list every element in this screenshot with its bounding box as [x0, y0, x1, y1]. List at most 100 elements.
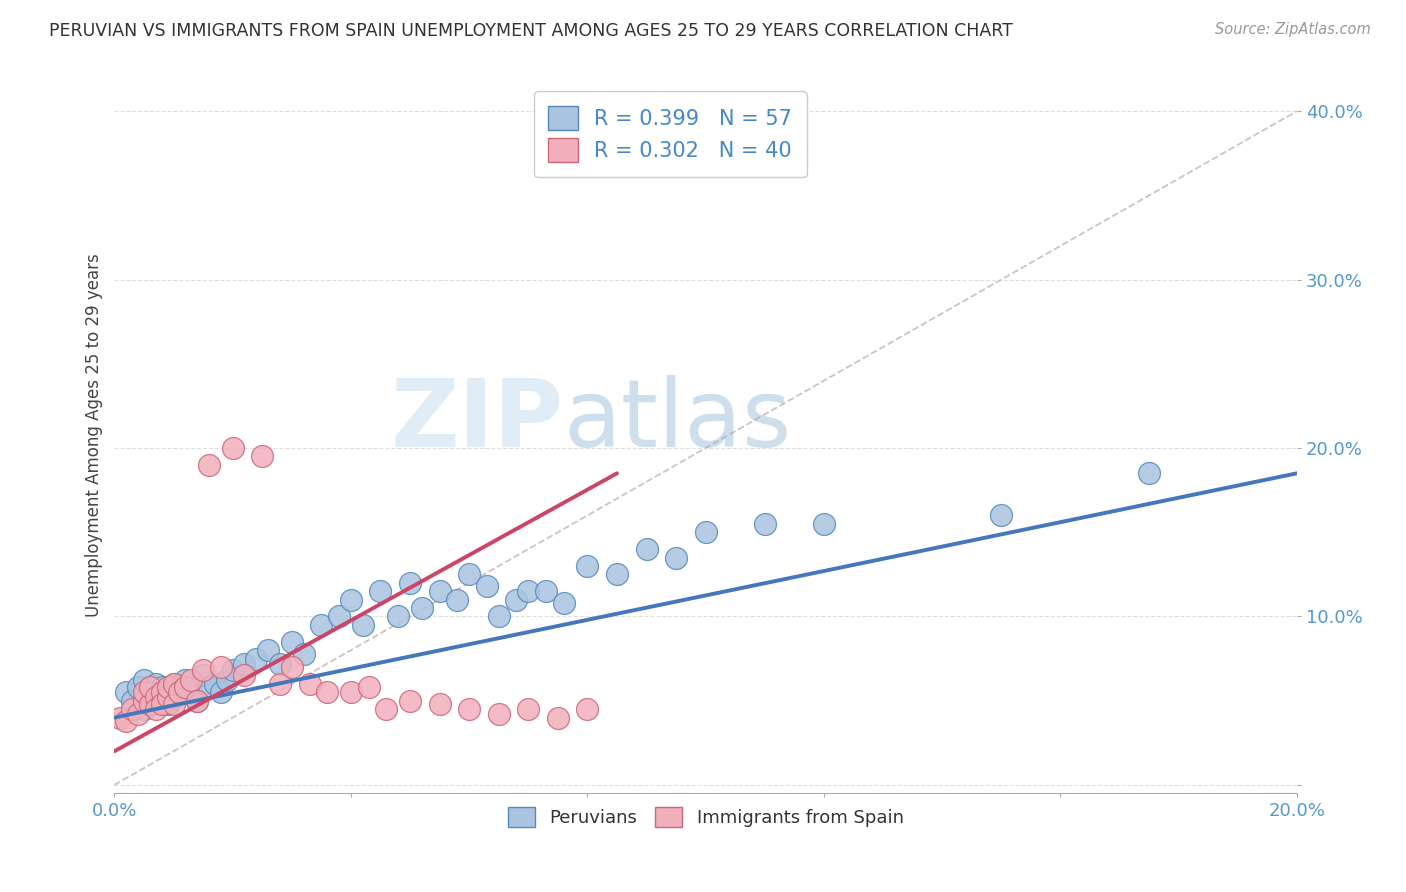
- Point: [169, 685, 191, 699]
- Text: Source: ZipAtlas.com: Source: ZipAtlas.com: [1215, 22, 1371, 37]
- Point: [215, 673, 238, 688]
- Point: [145, 702, 167, 716]
- Text: PERUVIAN VS IMMIGRANTS FROM SPAIN UNEMPLOYMENT AMONG AGES 25 TO 29 YEARS CORRELA: PERUVIAN VS IMMIGRANTS FROM SPAIN UNEMPL…: [49, 22, 1014, 40]
- Point: [233, 668, 256, 682]
- Point: [132, 685, 155, 699]
- Point: [517, 584, 540, 599]
- Point: [399, 575, 422, 590]
- Point: [162, 697, 184, 711]
- Point: [553, 596, 575, 610]
- Point: [150, 685, 173, 699]
- Point: [754, 516, 776, 531]
- Point: [257, 643, 280, 657]
- Point: [534, 584, 557, 599]
- Point: [198, 458, 221, 472]
- Point: [156, 680, 179, 694]
- Point: [162, 677, 184, 691]
- Point: [446, 592, 468, 607]
- Point: [180, 673, 202, 688]
- Point: [174, 680, 197, 694]
- Point: [475, 579, 498, 593]
- Point: [233, 657, 256, 671]
- Point: [292, 647, 315, 661]
- Point: [204, 677, 226, 691]
- Point: [139, 685, 162, 699]
- Point: [517, 702, 540, 716]
- Point: [340, 685, 363, 699]
- Point: [209, 660, 232, 674]
- Point: [186, 694, 208, 708]
- Point: [370, 584, 392, 599]
- Point: [316, 685, 339, 699]
- Point: [139, 680, 162, 694]
- Point: [990, 508, 1012, 523]
- Point: [269, 657, 291, 671]
- Point: [375, 702, 398, 716]
- Point: [186, 694, 208, 708]
- Point: [1137, 467, 1160, 481]
- Point: [399, 694, 422, 708]
- Point: [505, 592, 527, 607]
- Point: [576, 558, 599, 573]
- Point: [209, 685, 232, 699]
- Point: [132, 702, 155, 716]
- Point: [139, 697, 162, 711]
- Point: [121, 702, 143, 716]
- Point: [636, 542, 658, 557]
- Point: [150, 694, 173, 708]
- Point: [132, 673, 155, 688]
- Legend: Peruvians, Immigrants from Spain: Peruvians, Immigrants from Spain: [501, 800, 911, 834]
- Point: [156, 685, 179, 699]
- Point: [488, 609, 510, 624]
- Point: [191, 668, 214, 682]
- Point: [145, 677, 167, 691]
- Point: [198, 680, 221, 694]
- Point: [352, 618, 374, 632]
- Point: [429, 584, 451, 599]
- Point: [695, 525, 717, 540]
- Point: [139, 697, 162, 711]
- Point: [488, 707, 510, 722]
- Point: [245, 651, 267, 665]
- Point: [127, 707, 149, 722]
- Y-axis label: Unemployment Among Ages 25 to 29 years: Unemployment Among Ages 25 to 29 years: [86, 253, 103, 617]
- Point: [328, 609, 350, 624]
- Point: [127, 680, 149, 694]
- Point: [145, 690, 167, 705]
- Point: [340, 592, 363, 607]
- Point: [269, 677, 291, 691]
- Point: [221, 664, 243, 678]
- Point: [298, 677, 321, 691]
- Point: [121, 694, 143, 708]
- Point: [150, 697, 173, 711]
- Point: [156, 690, 179, 705]
- Point: [150, 680, 173, 694]
- Point: [169, 680, 191, 694]
- Point: [252, 450, 274, 464]
- Point: [145, 690, 167, 705]
- Point: [547, 710, 569, 724]
- Point: [357, 680, 380, 694]
- Point: [411, 601, 433, 615]
- Point: [606, 567, 628, 582]
- Point: [311, 618, 333, 632]
- Point: [156, 697, 179, 711]
- Point: [162, 677, 184, 691]
- Point: [665, 550, 688, 565]
- Text: ZIP: ZIP: [391, 375, 564, 467]
- Point: [191, 664, 214, 678]
- Point: [162, 690, 184, 705]
- Point: [458, 567, 481, 582]
- Point: [110, 710, 132, 724]
- Text: atlas: atlas: [564, 375, 792, 467]
- Point: [576, 702, 599, 716]
- Point: [458, 702, 481, 716]
- Point: [115, 714, 138, 728]
- Point: [221, 441, 243, 455]
- Point: [115, 685, 138, 699]
- Point: [813, 516, 835, 531]
- Point: [180, 685, 202, 699]
- Point: [281, 634, 304, 648]
- Point: [174, 673, 197, 688]
- Point: [387, 609, 409, 624]
